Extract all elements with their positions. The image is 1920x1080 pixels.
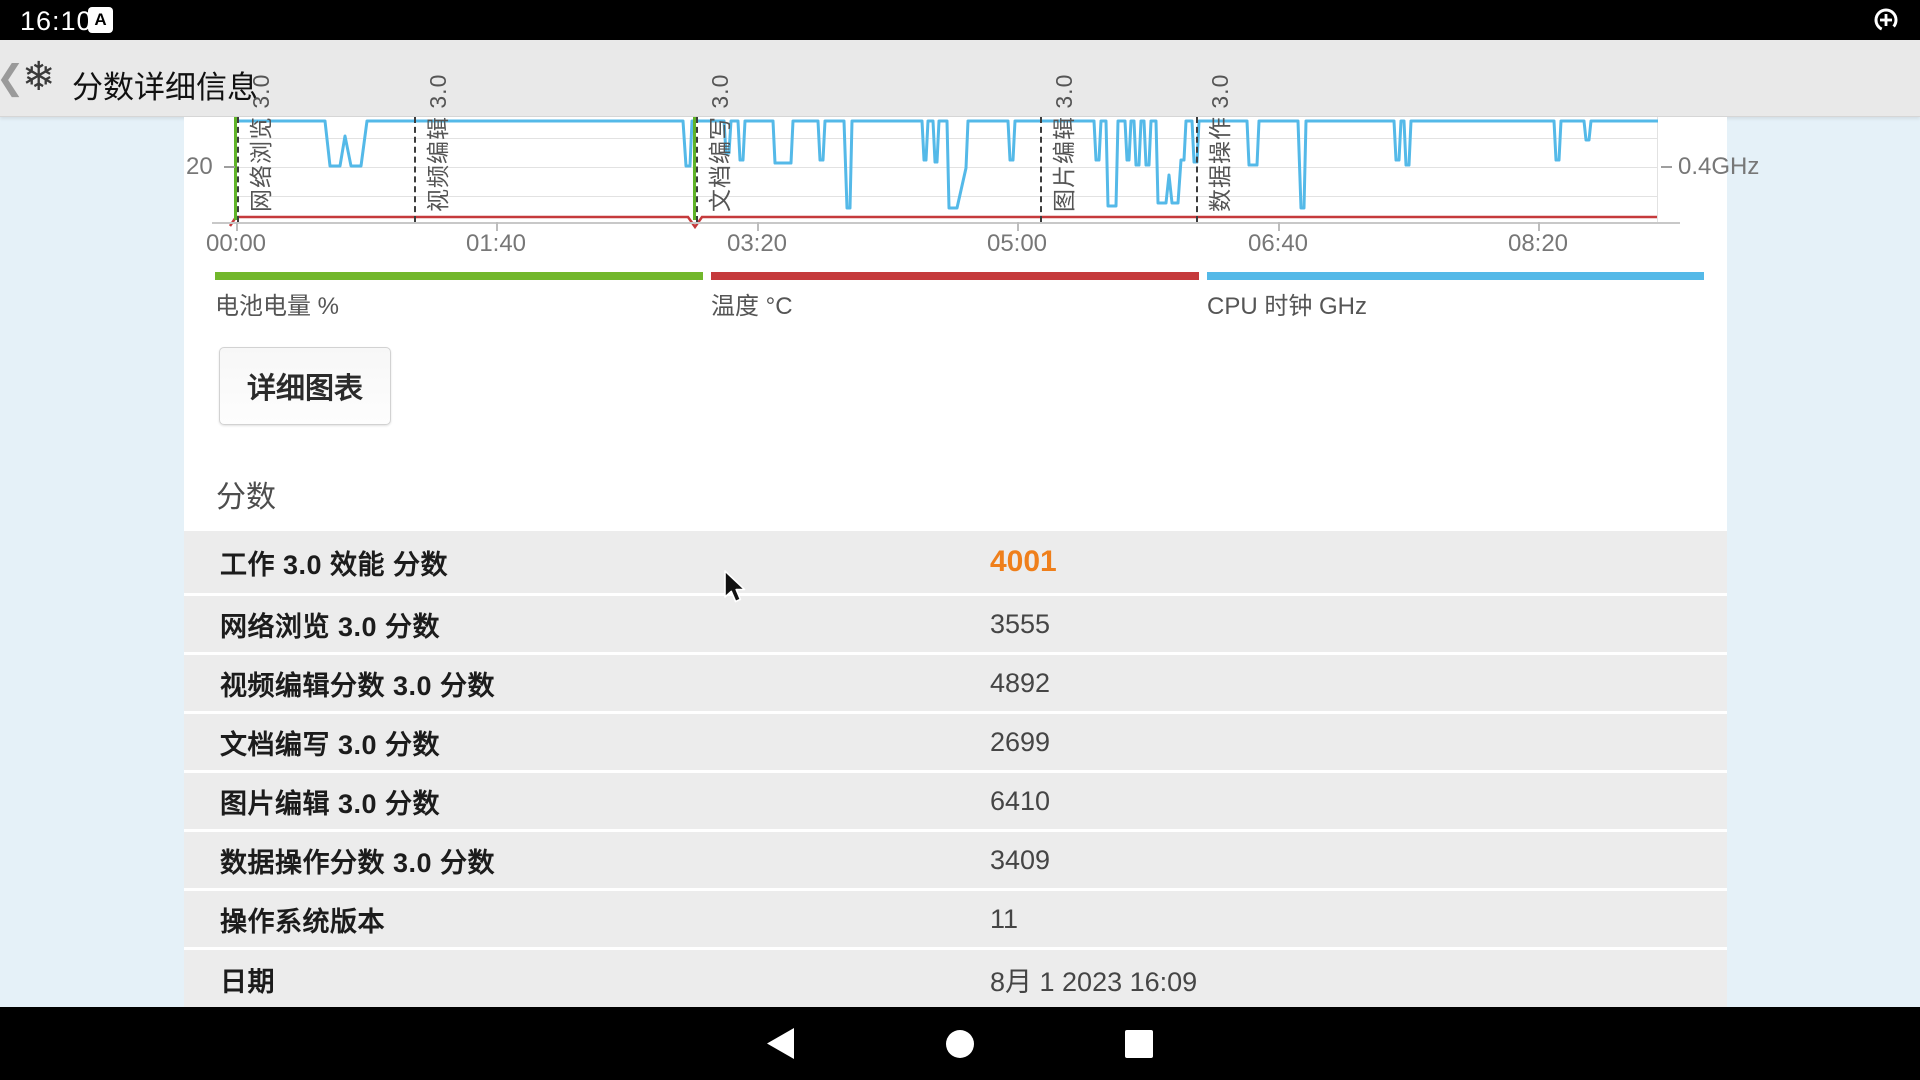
score-row-label: 数据操作分数 3.0 分数 [220,847,496,878]
android-nav-bar [0,1007,1920,1080]
x-tick-label: 01:40 [465,230,527,257]
legend-color-bar [711,272,1199,280]
x-tick-label: 06:40 [1247,230,1309,257]
y-axis-right-tick [1661,166,1672,168]
score-row-label: 文档编写 3.0 分数 [220,729,441,760]
back-chevron-icon[interactable]: ❮ [0,58,25,98]
app-snowflake-icon: ❄ [22,55,56,99]
legend-label: CPU 时钟 GHz [1207,293,1368,320]
x-tick [236,222,238,231]
legend-color-bar [215,272,703,280]
keyboard-ime-icon: A [88,7,113,33]
score-row-label: 图片编辑 3.0 分数 [220,788,441,819]
legend-label: 电池电量 % [215,293,340,320]
x-tick [496,222,498,231]
chart-lines [228,119,1658,230]
phase-marker-line [1196,117,1198,222]
app-bar: ❮ ❄ 分数详细信息 [0,40,1920,117]
x-tick [1278,222,1280,231]
phase-marker-line [696,117,698,222]
phase-marker-line [414,117,416,222]
phase-marker-label: 文档编写 3.0 [707,73,733,212]
score-table: 工作 3.0 效能 分数 4001 网络浏览 3.0 分数 3555 视频编辑分数 3.… [184,531,1727,1011]
score-row-value: 3409 [990,844,1051,875]
y-axis-left-tick [224,166,235,168]
x-tick-label: 00:00 [205,230,267,257]
score-row-value: 8月 1 2023 16:09 [990,966,1198,997]
home-circle-icon [946,1029,974,1058]
page-title: 分数详细信息 [72,70,258,105]
score-table-row: 操作系统版本 11 [184,891,1727,947]
score-table-row: 数据操作分数 3.0 分数 3409 [184,832,1727,888]
phase-cursor-green-line [693,117,696,220]
recents-square-icon [1125,1029,1153,1058]
cpu-clock-line [236,119,1658,210]
y-axis-left-label: 20 [186,153,213,180]
phase-cursor-green-line [234,117,237,220]
phase-marker-label: 视频编辑 3.0 [425,73,451,212]
phase-marker-label: 图片编辑 3.0 [1051,73,1077,212]
x-tick [1538,222,1540,231]
nav-recents-button[interactable] [1094,1007,1184,1080]
score-row-label: 操作系统版本 [220,906,385,937]
score-row-label: 网络浏览 3.0 分数 [220,611,441,642]
gridline [236,196,1658,197]
score-table-row: 视频编辑分数 3.0 分数 4892 [184,655,1727,711]
detail-chart-button[interactable]: 详细图表 [219,347,391,425]
score-table-row: 日期 8月 1 2023 16:09 [184,950,1727,1008]
score-table-row: 图片编辑 3.0 分数 6410 [184,773,1727,829]
y-axis-right-label: 0.4GHz [1678,153,1760,180]
score-table-row: 文档编写 3.0 分数 2699 [184,714,1727,770]
x-tick [1017,222,1019,231]
legend-label: 温度 °C [711,293,793,320]
legend-item: CPU 时钟 GHz [1207,272,1704,321]
x-tick-label: 08:20 [1507,230,1569,257]
phase-marker-label: 网络浏览 3.0 [248,73,274,212]
score-row-value: 2699 [990,726,1051,757]
score-table-row: 网络浏览 3.0 分数 3555 [184,596,1727,652]
x-axis [212,222,1680,224]
section-title-score: 分数 [216,481,276,514]
nav-home-button[interactable] [915,1007,1005,1080]
phase-marker-line [237,117,239,222]
status-bar: 16:10 A [0,0,1920,40]
nav-back-button[interactable] [735,1007,825,1080]
total-score-value: 4001 [990,545,1057,578]
score-row-label: 日期 [220,966,275,997]
back-triangle-icon [766,1028,794,1059]
gridline [1657,117,1658,222]
legend-item: 电池电量 % [215,272,703,321]
legend-item: 温度 °C [711,272,1199,321]
x-tick [757,222,759,231]
x-tick-label: 05:00 [986,230,1048,257]
score-row-label: 视频编辑分数 3.0 分数 [220,670,496,701]
clock: 16:10 [20,6,93,36]
phase-marker-line [1040,117,1042,222]
score-row-value: 11 [990,903,1019,934]
score-row-label: 工作 3.0 效能 分数 [220,549,449,580]
score-table-row: 工作 3.0 效能 分数 4001 [184,531,1727,593]
x-tick-label: 03:20 [726,230,788,257]
score-row-value: 4892 [990,667,1051,698]
data-saver-icon [1872,6,1900,34]
phase-marker-label: 数据操作 3.0 [1207,73,1233,212]
legend-color-bar [1207,272,1704,280]
score-row-value: 3555 [990,608,1051,639]
score-row-value: 6410 [990,785,1051,816]
